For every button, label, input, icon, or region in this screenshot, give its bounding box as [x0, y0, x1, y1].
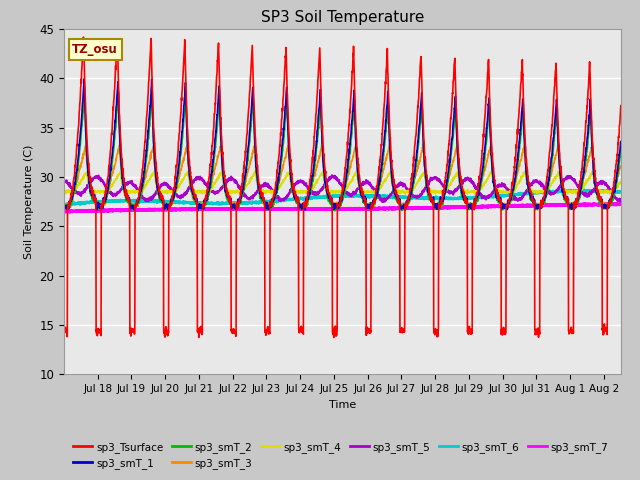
sp3_smT_3: [341, 186, 349, 192]
sp3_smT_7: [343, 206, 351, 212]
sp3_smT_6: [343, 193, 351, 199]
sp3_smT_7: [187, 206, 195, 212]
sp3_smT_6: [60, 201, 68, 207]
sp3_Tsurface: [195, 335, 203, 340]
sp3_smT_7: [410, 205, 418, 211]
sp3_smT_4: [60, 187, 68, 193]
X-axis label: Time: Time: [329, 400, 356, 409]
sp3_smT_6: [580, 187, 588, 193]
sp3_smT_3: [410, 180, 418, 186]
sp3_smT_1: [81, 76, 88, 82]
sp3_smT_5: [341, 187, 349, 193]
Line: sp3_smT_5: sp3_smT_5: [64, 175, 621, 202]
sp3_smT_1: [187, 181, 195, 187]
Line: sp3_Tsurface: sp3_Tsurface: [64, 37, 621, 337]
sp3_smT_4: [556, 174, 564, 180]
sp3_smT_2: [341, 185, 349, 191]
Line: sp3_smT_1: sp3_smT_1: [64, 79, 621, 211]
sp3_Tsurface: [60, 326, 68, 332]
sp3_Tsurface: [491, 177, 499, 183]
sp3_smT_1: [617, 139, 625, 144]
Y-axis label: Soil Temperature (C): Soil Temperature (C): [24, 144, 34, 259]
sp3_smT_4: [401, 191, 409, 197]
sp3_smT_2: [182, 89, 189, 95]
Line: sp3_smT_3: sp3_smT_3: [64, 144, 621, 208]
sp3_smT_1: [491, 188, 499, 193]
sp3_Tsurface: [556, 156, 564, 161]
Line: sp3_smT_6: sp3_smT_6: [64, 190, 621, 205]
sp3_smT_3: [491, 187, 499, 192]
sp3_smT_3: [556, 167, 564, 173]
Line: sp3_smT_2: sp3_smT_2: [64, 92, 621, 211]
sp3_smT_1: [344, 166, 351, 172]
sp3_Tsurface: [79, 34, 87, 40]
sp3_smT_5: [556, 183, 564, 189]
sp3_smT_2: [331, 208, 339, 214]
sp3_smT_5: [60, 178, 68, 184]
sp3_smT_7: [491, 204, 499, 209]
sp3_smT_3: [343, 177, 351, 183]
sp3_smT_3: [63, 205, 70, 211]
sp3_smT_2: [491, 186, 499, 192]
sp3_smT_6: [617, 189, 625, 195]
sp3_smT_1: [194, 208, 202, 214]
sp3_Tsurface: [617, 103, 625, 108]
sp3_smT_1: [60, 204, 68, 210]
sp3_smT_7: [60, 208, 68, 214]
Title: SP3 Soil Temperature: SP3 Soil Temperature: [260, 10, 424, 25]
sp3_smT_5: [617, 198, 625, 204]
Line: sp3_smT_4: sp3_smT_4: [64, 171, 621, 194]
Text: TZ_osu: TZ_osu: [72, 43, 118, 56]
sp3_Tsurface: [187, 169, 195, 175]
sp3_smT_5: [328, 172, 336, 178]
sp3_smT_5: [343, 191, 351, 196]
sp3_smT_1: [410, 171, 418, 177]
sp3_smT_2: [556, 169, 564, 175]
sp3_smT_3: [419, 141, 427, 147]
sp3_smT_5: [186, 183, 194, 189]
sp3_smT_2: [187, 185, 195, 191]
sp3_smT_3: [187, 183, 195, 189]
sp3_Tsurface: [410, 154, 418, 160]
sp3_smT_2: [410, 177, 418, 182]
sp3_Tsurface: [344, 148, 351, 154]
sp3_smT_4: [186, 182, 194, 188]
sp3_smT_6: [410, 194, 418, 200]
sp3_smT_7: [341, 206, 349, 212]
sp3_smT_4: [343, 182, 351, 188]
sp3_smT_4: [617, 179, 625, 184]
sp3_smT_4: [341, 188, 349, 194]
sp3_smT_4: [410, 184, 418, 190]
sp3_smT_7: [580, 201, 588, 207]
Legend: sp3_Tsurface, sp3_smT_1, sp3_smT_2, sp3_smT_3, sp3_smT_4, sp3_smT_5, sp3_smT_6, : sp3_Tsurface, sp3_smT_1, sp3_smT_2, sp3_…: [69, 437, 612, 473]
sp3_smT_5: [410, 193, 418, 199]
sp3_smT_6: [64, 202, 72, 208]
sp3_smT_6: [187, 200, 195, 205]
sp3_smT_5: [491, 186, 499, 192]
sp3_smT_6: [341, 192, 349, 198]
sp3_smT_3: [60, 202, 68, 207]
sp3_smT_3: [617, 163, 625, 169]
sp3_smT_6: [491, 194, 499, 200]
sp3_smT_2: [60, 204, 68, 210]
sp3_smT_7: [617, 201, 625, 207]
sp3_smT_1: [556, 168, 564, 174]
sp3_smT_4: [491, 184, 499, 190]
sp3_smT_4: [252, 168, 259, 174]
Line: sp3_smT_7: sp3_smT_7: [64, 204, 621, 212]
sp3_smT_7: [65, 209, 73, 215]
sp3_smT_6: [556, 188, 563, 194]
sp3_smT_5: [380, 199, 387, 205]
sp3_smT_1: [341, 180, 349, 186]
sp3_smT_7: [556, 202, 563, 208]
sp3_smT_2: [617, 146, 625, 152]
sp3_Tsurface: [341, 165, 349, 171]
sp3_smT_2: [344, 173, 351, 179]
